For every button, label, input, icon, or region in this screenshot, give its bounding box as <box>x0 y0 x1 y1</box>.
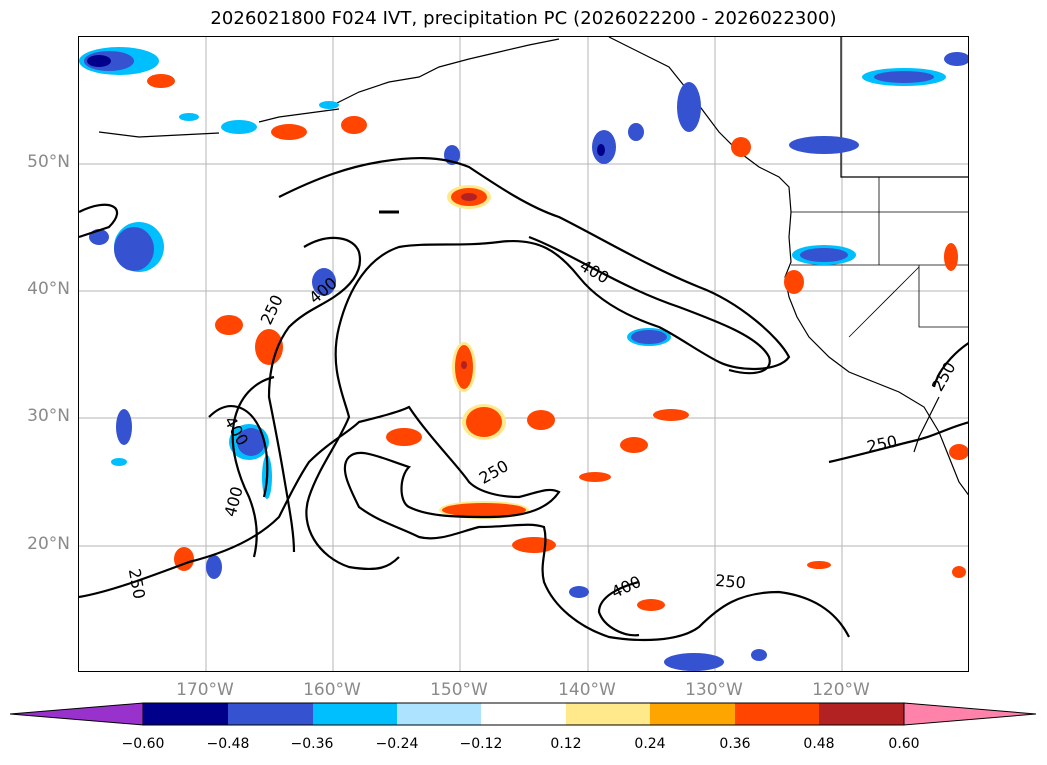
gridlines <box>79 37 968 671</box>
state-borders <box>791 177 968 338</box>
lon-label-120w: 120°W <box>812 680 870 700</box>
lon-label-130w: 130°W <box>685 680 743 700</box>
contour-label: 400 <box>577 256 613 288</box>
colorbar-tick-label: 0.12 <box>550 736 582 752</box>
lon-label-140w: 140°W <box>558 680 616 700</box>
colorbar-segment <box>228 703 313 725</box>
contour-label: 250 <box>257 292 287 328</box>
colorbar-segment <box>481 703 566 725</box>
colorbar-segment <box>566 703 650 725</box>
coastlines <box>98 37 968 496</box>
precip-positive <box>147 74 968 611</box>
lat-label-50n: 50°N <box>27 152 70 172</box>
colorbar-tick-label: 0.60 <box>888 736 920 752</box>
colorbar-over-arrow <box>903 702 1037 726</box>
lon-label-170w: 170°W <box>176 680 234 700</box>
lat-label-20n: 20°N <box>27 534 70 554</box>
colorbar-tick-label: −0.12 <box>459 736 503 752</box>
colorbar-tick-label: 0.24 <box>634 736 666 752</box>
colorbar-tick-label: 0.48 <box>803 736 835 752</box>
colorbar-segment <box>313 703 397 725</box>
colorbar-segment <box>735 703 819 725</box>
contour-label: 250 <box>715 571 747 593</box>
lon-label-160w: 160°W <box>303 680 361 700</box>
colorbar-segment <box>397 703 481 725</box>
contour-label: 400 <box>220 484 246 518</box>
contour-label: 250 <box>125 567 149 600</box>
colorbar-under-arrow <box>10 702 144 726</box>
colorbar-tick-label: 0.36 <box>719 736 751 752</box>
precip-negative <box>79 47 968 671</box>
colorbar <box>10 702 1037 726</box>
colorbar-segment <box>819 703 904 725</box>
colorbar-segment <box>143 703 228 725</box>
map-title: 2026021800 F024 IVT, precipitation PC (2… <box>210 8 837 29</box>
ivt-contours <box>79 157 968 642</box>
colorbar-tick-label: −0.48 <box>206 736 250 752</box>
colorbar-frame <box>142 702 905 726</box>
contour-label: 250 <box>928 359 960 395</box>
contour-label: 250 <box>865 431 899 456</box>
map-canvas: 250 400 400 400 400 250 250 400 250 250 … <box>79 37 968 671</box>
colorbar-tick-label: −0.60 <box>121 736 165 752</box>
contour-label: 400 <box>608 572 644 602</box>
colorbar-tick-label: −0.36 <box>290 736 334 752</box>
lat-label-40n: 40°N <box>27 279 70 299</box>
contour-label: 250 <box>476 456 512 488</box>
lon-label-150w: 150°W <box>430 680 488 700</box>
lat-label-30n: 30°N <box>27 406 70 426</box>
colorbar-tick-label: −0.24 <box>375 736 419 752</box>
map-panel: 250 400 400 400 400 250 250 400 250 250 … <box>78 36 969 672</box>
colorbar-segment <box>650 703 735 725</box>
